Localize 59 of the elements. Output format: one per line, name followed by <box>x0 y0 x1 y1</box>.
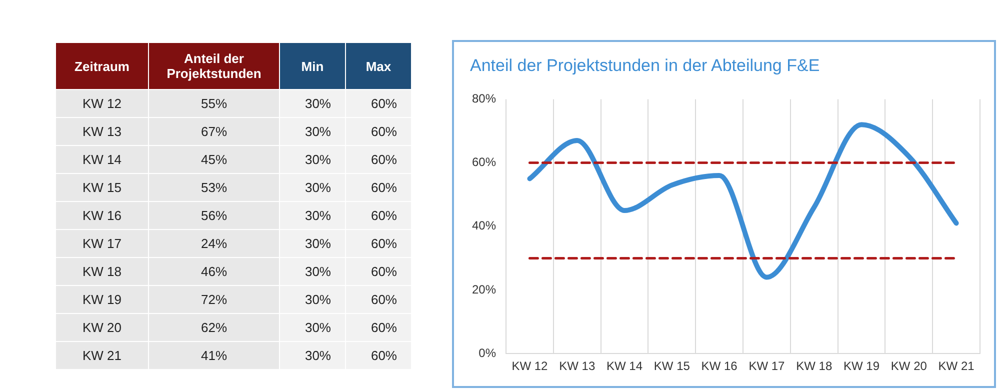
x-tick-label: KW 12 <box>512 359 548 374</box>
text: 60% <box>346 90 412 118</box>
text: 30% <box>280 202 346 230</box>
text: 30% <box>280 118 346 146</box>
text: KW 15 <box>56 174 148 202</box>
y-tick-label: 80% <box>472 92 496 106</box>
text: 30% <box>280 90 346 118</box>
y-tick-label: 60% <box>472 155 496 170</box>
text: 46% <box>148 258 280 286</box>
x-tick-label: KW 21 <box>938 359 975 374</box>
text: 30% <box>280 230 346 258</box>
text: Zeitraum <box>56 42 148 90</box>
x-tick-label: KW 17 <box>748 359 786 374</box>
text: 60% <box>346 202 412 230</box>
x-tick-label: KW 19 <box>843 359 880 374</box>
text: 30% <box>280 174 346 202</box>
x-tick-label: KW 20 <box>890 359 928 374</box>
text: 60% <box>346 258 412 286</box>
text: Min <box>280 42 346 90</box>
chart-title: Anteil der Projektstunden in der Abteilung F&E <box>470 56 820 76</box>
text: 30% <box>280 146 346 174</box>
text: KW 17 <box>56 230 148 258</box>
text: 60% <box>346 118 412 146</box>
text: 67% <box>148 118 280 146</box>
text: Max <box>346 42 412 90</box>
text: 30% <box>280 342 346 370</box>
x-tick-label: KW 13 <box>559 359 596 374</box>
text: 62% <box>148 314 280 342</box>
text: 55% <box>148 90 280 118</box>
text: 41% <box>148 342 280 370</box>
x-tick-label: KW 16 <box>701 359 738 374</box>
text: 60% <box>346 342 412 370</box>
text: 53% <box>148 174 280 202</box>
text: 60% <box>346 230 412 258</box>
text: 72% <box>148 286 280 314</box>
text: 60% <box>346 174 412 202</box>
x-tick-label: KW 15 <box>654 359 690 374</box>
text: 56% <box>148 202 280 230</box>
x-tick-label: KW 18 <box>796 359 832 374</box>
text: 60% <box>346 146 412 174</box>
text: 45% <box>148 146 280 174</box>
text: 24% <box>148 230 280 258</box>
text: 30% <box>280 258 346 286</box>
text: 60% <box>346 286 412 314</box>
text: 30% <box>280 286 346 314</box>
y-tick-label: 0% <box>478 346 496 360</box>
text: KW 13 <box>56 118 148 146</box>
text: KW 20 <box>56 314 148 342</box>
text: KW 14 <box>56 146 148 174</box>
text: Anteil der Projektstunden <box>148 42 280 90</box>
text: 30% <box>280 314 346 342</box>
text: 60% <box>346 314 412 342</box>
y-tick-label: 40% <box>472 218 496 233</box>
text: KW 18 <box>56 258 148 286</box>
text: KW 19 <box>56 286 148 314</box>
y-tick-label: 20% <box>472 282 496 296</box>
text: KW 16 <box>56 202 148 230</box>
x-tick-label: KW 14 <box>606 359 643 374</box>
text: KW 12 <box>56 90 148 118</box>
